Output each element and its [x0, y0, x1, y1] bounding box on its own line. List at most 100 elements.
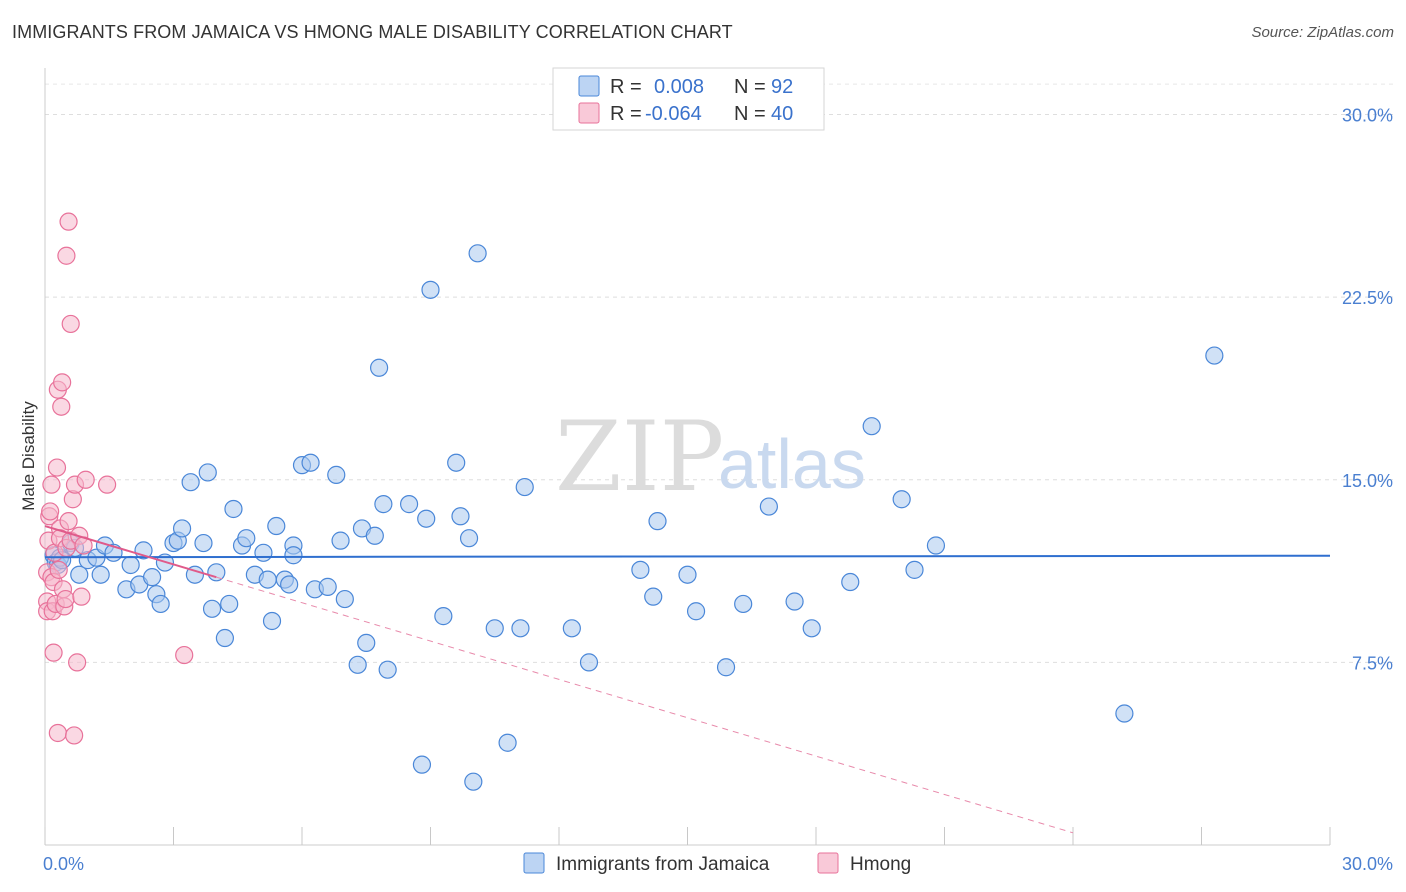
jamaica-point	[335, 589, 354, 609]
jamaica-point	[511, 619, 530, 638]
x-tick-label-min: 0.0%	[43, 854, 84, 874]
jamaica-point	[417, 509, 436, 528]
jamaica-point	[357, 633, 376, 653]
jamaica-point	[579, 653, 599, 672]
jamaica-point	[464, 772, 483, 791]
jamaica-point	[284, 546, 303, 565]
jamaica-point	[412, 755, 432, 774]
legend-n-label-hmong: N =	[734, 103, 766, 125]
legend-r-label-hmong: R =	[610, 103, 642, 125]
jamaica-point	[194, 533, 213, 553]
jamaica-point	[785, 592, 804, 611]
jamaica-point	[515, 477, 534, 497]
y-tick-label: 7.5%	[1352, 653, 1393, 673]
jamaica-point	[198, 463, 217, 482]
jamaica-point	[181, 473, 200, 492]
jamaica-point	[202, 599, 222, 618]
hmong-point	[59, 212, 78, 231]
jamaica-point	[121, 555, 140, 575]
jamaica-point	[258, 570, 277, 589]
series-hmong-points	[38, 212, 194, 745]
jamaica-point	[644, 587, 663, 606]
legend-r-value-jamaica: 0.008	[654, 76, 704, 98]
hmong-point	[44, 643, 63, 662]
hmong-point	[48, 723, 67, 743]
bottom-legend-label-jamaica: Immigrants from Jamaica	[556, 854, 770, 875]
bottom-legend-label-hmong: Hmong	[850, 854, 911, 875]
x-ticks	[44, 827, 1331, 845]
legend-n-value-hmong: 40	[771, 103, 793, 125]
hmong-point	[98, 475, 117, 494]
jamaica-point	[716, 658, 736, 677]
x-tick-label-max: 30.0%	[1342, 854, 1393, 874]
jamaica-point	[374, 495, 393, 514]
jamaica-point	[734, 594, 753, 614]
y-tick-label: 22.5%	[1342, 288, 1393, 308]
hmong-point	[53, 373, 72, 392]
legend-swatch-hmong	[578, 102, 600, 124]
legend-box: R = 0.008 N = 92 R = -0.064 N = 40	[552, 67, 825, 131]
jamaica-point	[237, 529, 256, 548]
jamaica-point	[892, 490, 911, 509]
legend-swatch-jamaica	[578, 75, 600, 97]
jamaica-point	[378, 660, 397, 679]
watermark-atlas: atlas	[718, 425, 866, 503]
hmong-trend-line	[44, 525, 217, 579]
jamaica-point	[280, 575, 299, 594]
jamaica-point	[498, 733, 517, 752]
jamaica-point	[91, 565, 110, 584]
y-tick-labels: 7.5% 15.0% 22.5% 30.0%	[1342, 106, 1393, 674]
hmong-point	[59, 512, 78, 531]
jamaica-point	[434, 607, 453, 626]
jamaica-point	[802, 619, 821, 638]
jamaica-point	[327, 465, 346, 484]
hmong-point	[61, 314, 80, 334]
legend-r-value-hmong: -0.064	[645, 103, 702, 125]
jamaica-point	[447, 453, 466, 472]
jamaica-point	[862, 417, 881, 436]
jamaica-point	[759, 497, 778, 516]
hmong-point	[47, 458, 67, 477]
legend-n-value-jamaica: 92	[771, 76, 793, 98]
watermark-zip: ZIP	[555, 401, 724, 513]
jamaica-point	[468, 244, 487, 263]
jamaica-point	[485, 619, 504, 638]
bottom-legend-swatch-jamaica	[523, 852, 545, 874]
jamaica-point	[841, 572, 860, 592]
jamaica-point	[459, 529, 479, 548]
hmong-point	[76, 470, 95, 489]
jamaica-point	[301, 453, 320, 472]
hmong-point	[175, 645, 194, 665]
jamaica-point	[70, 565, 89, 584]
jamaica-point	[220, 594, 239, 614]
jamaica-point	[262, 611, 282, 631]
jamaica-point	[905, 560, 924, 579]
y-tick-label: 30.0%	[1342, 106, 1393, 126]
jamaica-point	[631, 560, 650, 579]
jamaica-trend-line	[44, 554, 1331, 559]
jamaica-point	[267, 516, 286, 536]
jamaica-point	[224, 499, 243, 519]
hmong-point	[72, 587, 91, 606]
jamaica-point	[562, 619, 581, 638]
jamaica-point	[370, 358, 389, 377]
hmong-point	[49, 560, 68, 579]
jamaica-point	[686, 602, 706, 621]
series-jamaica-points	[44, 244, 1224, 791]
hmong-point	[65, 726, 84, 745]
jamaica-point	[1205, 346, 1224, 365]
hmong-point	[68, 653, 87, 672]
jamaica-point	[348, 655, 367, 674]
hmong-point	[42, 475, 61, 494]
hmong-point	[52, 397, 71, 416]
jamaica-point	[421, 280, 440, 299]
jamaica-point	[678, 565, 697, 584]
jamaica-point	[1115, 704, 1134, 723]
bottom-legend-swatch-hmong	[817, 852, 839, 874]
jamaica-point	[207, 563, 226, 582]
chart-title: IMMIGRANTS FROM JAMAICA VS HMONG MALE DI…	[12, 22, 733, 42]
jamaica-point	[318, 577, 337, 596]
trend-lines	[44, 525, 1331, 834]
legend-n-label-jamaica: N =	[734, 76, 766, 98]
